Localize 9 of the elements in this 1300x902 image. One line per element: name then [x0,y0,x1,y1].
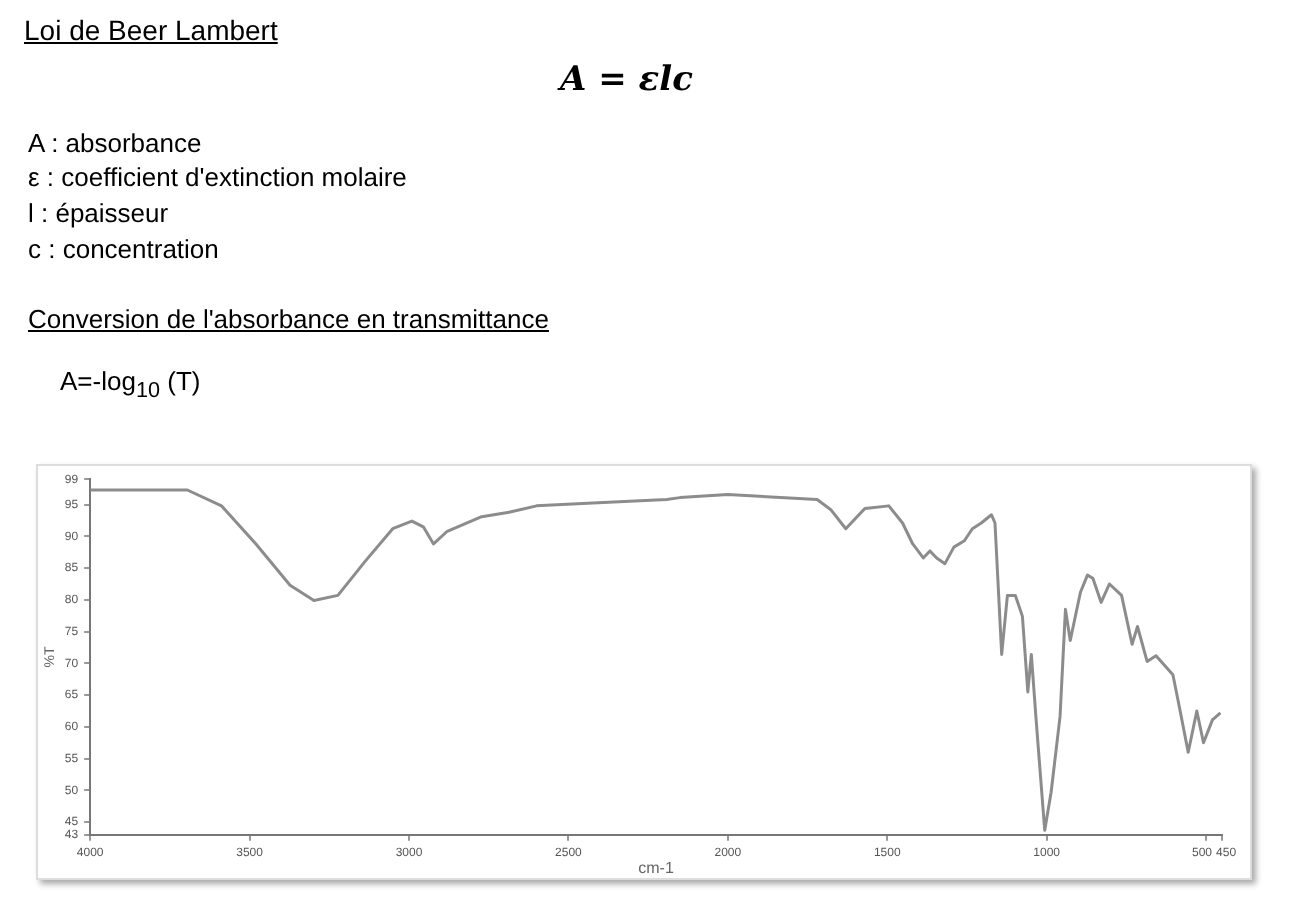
text: A=-log$_{10}$ (T) [60,366,201,404]
text: A : absorbance [28,128,202,158]
text: l : épaisseur [28,198,169,228]
text: A = εlc [560,60,693,100]
chart-title: Loi de Beer Lambert [24,14,278,46]
text: Conversion de l'absorbance en transmittance [28,304,549,334]
x-axis-title: cm-1 [638,858,675,877]
text: c : concentration [28,234,219,264]
text: ε : coefficient d'extinction molaire [28,162,407,192]
